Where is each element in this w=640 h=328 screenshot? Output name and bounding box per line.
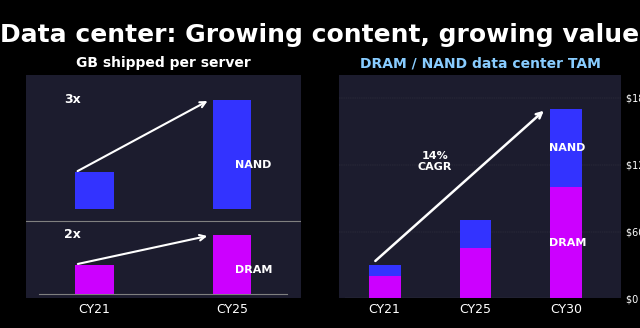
Text: DRAM: DRAM	[548, 238, 586, 248]
Text: 2x: 2x	[64, 228, 81, 241]
Title: DRAM / NAND data center TAM: DRAM / NAND data center TAM	[360, 56, 600, 70]
Text: 3x: 3x	[64, 93, 81, 106]
Text: 14%
CAGR: 14% CAGR	[417, 151, 452, 172]
Bar	[369, 276, 401, 298]
Bar	[460, 248, 492, 298]
Bar	[75, 173, 114, 209]
Text: Data center: Growing content, growing value: Data center: Growing content, growing va…	[1, 23, 639, 47]
Bar	[369, 265, 401, 276]
Text: NAND: NAND	[235, 160, 271, 170]
Text: DRAM: DRAM	[235, 265, 272, 276]
Bar	[212, 100, 252, 209]
Bar	[212, 236, 252, 294]
Bar	[550, 109, 582, 187]
Bar	[550, 187, 582, 298]
Bar	[460, 220, 492, 248]
Bar	[75, 265, 114, 294]
Text: NAND: NAND	[549, 143, 586, 153]
Title: GB shipped per server: GB shipped per server	[76, 56, 251, 70]
